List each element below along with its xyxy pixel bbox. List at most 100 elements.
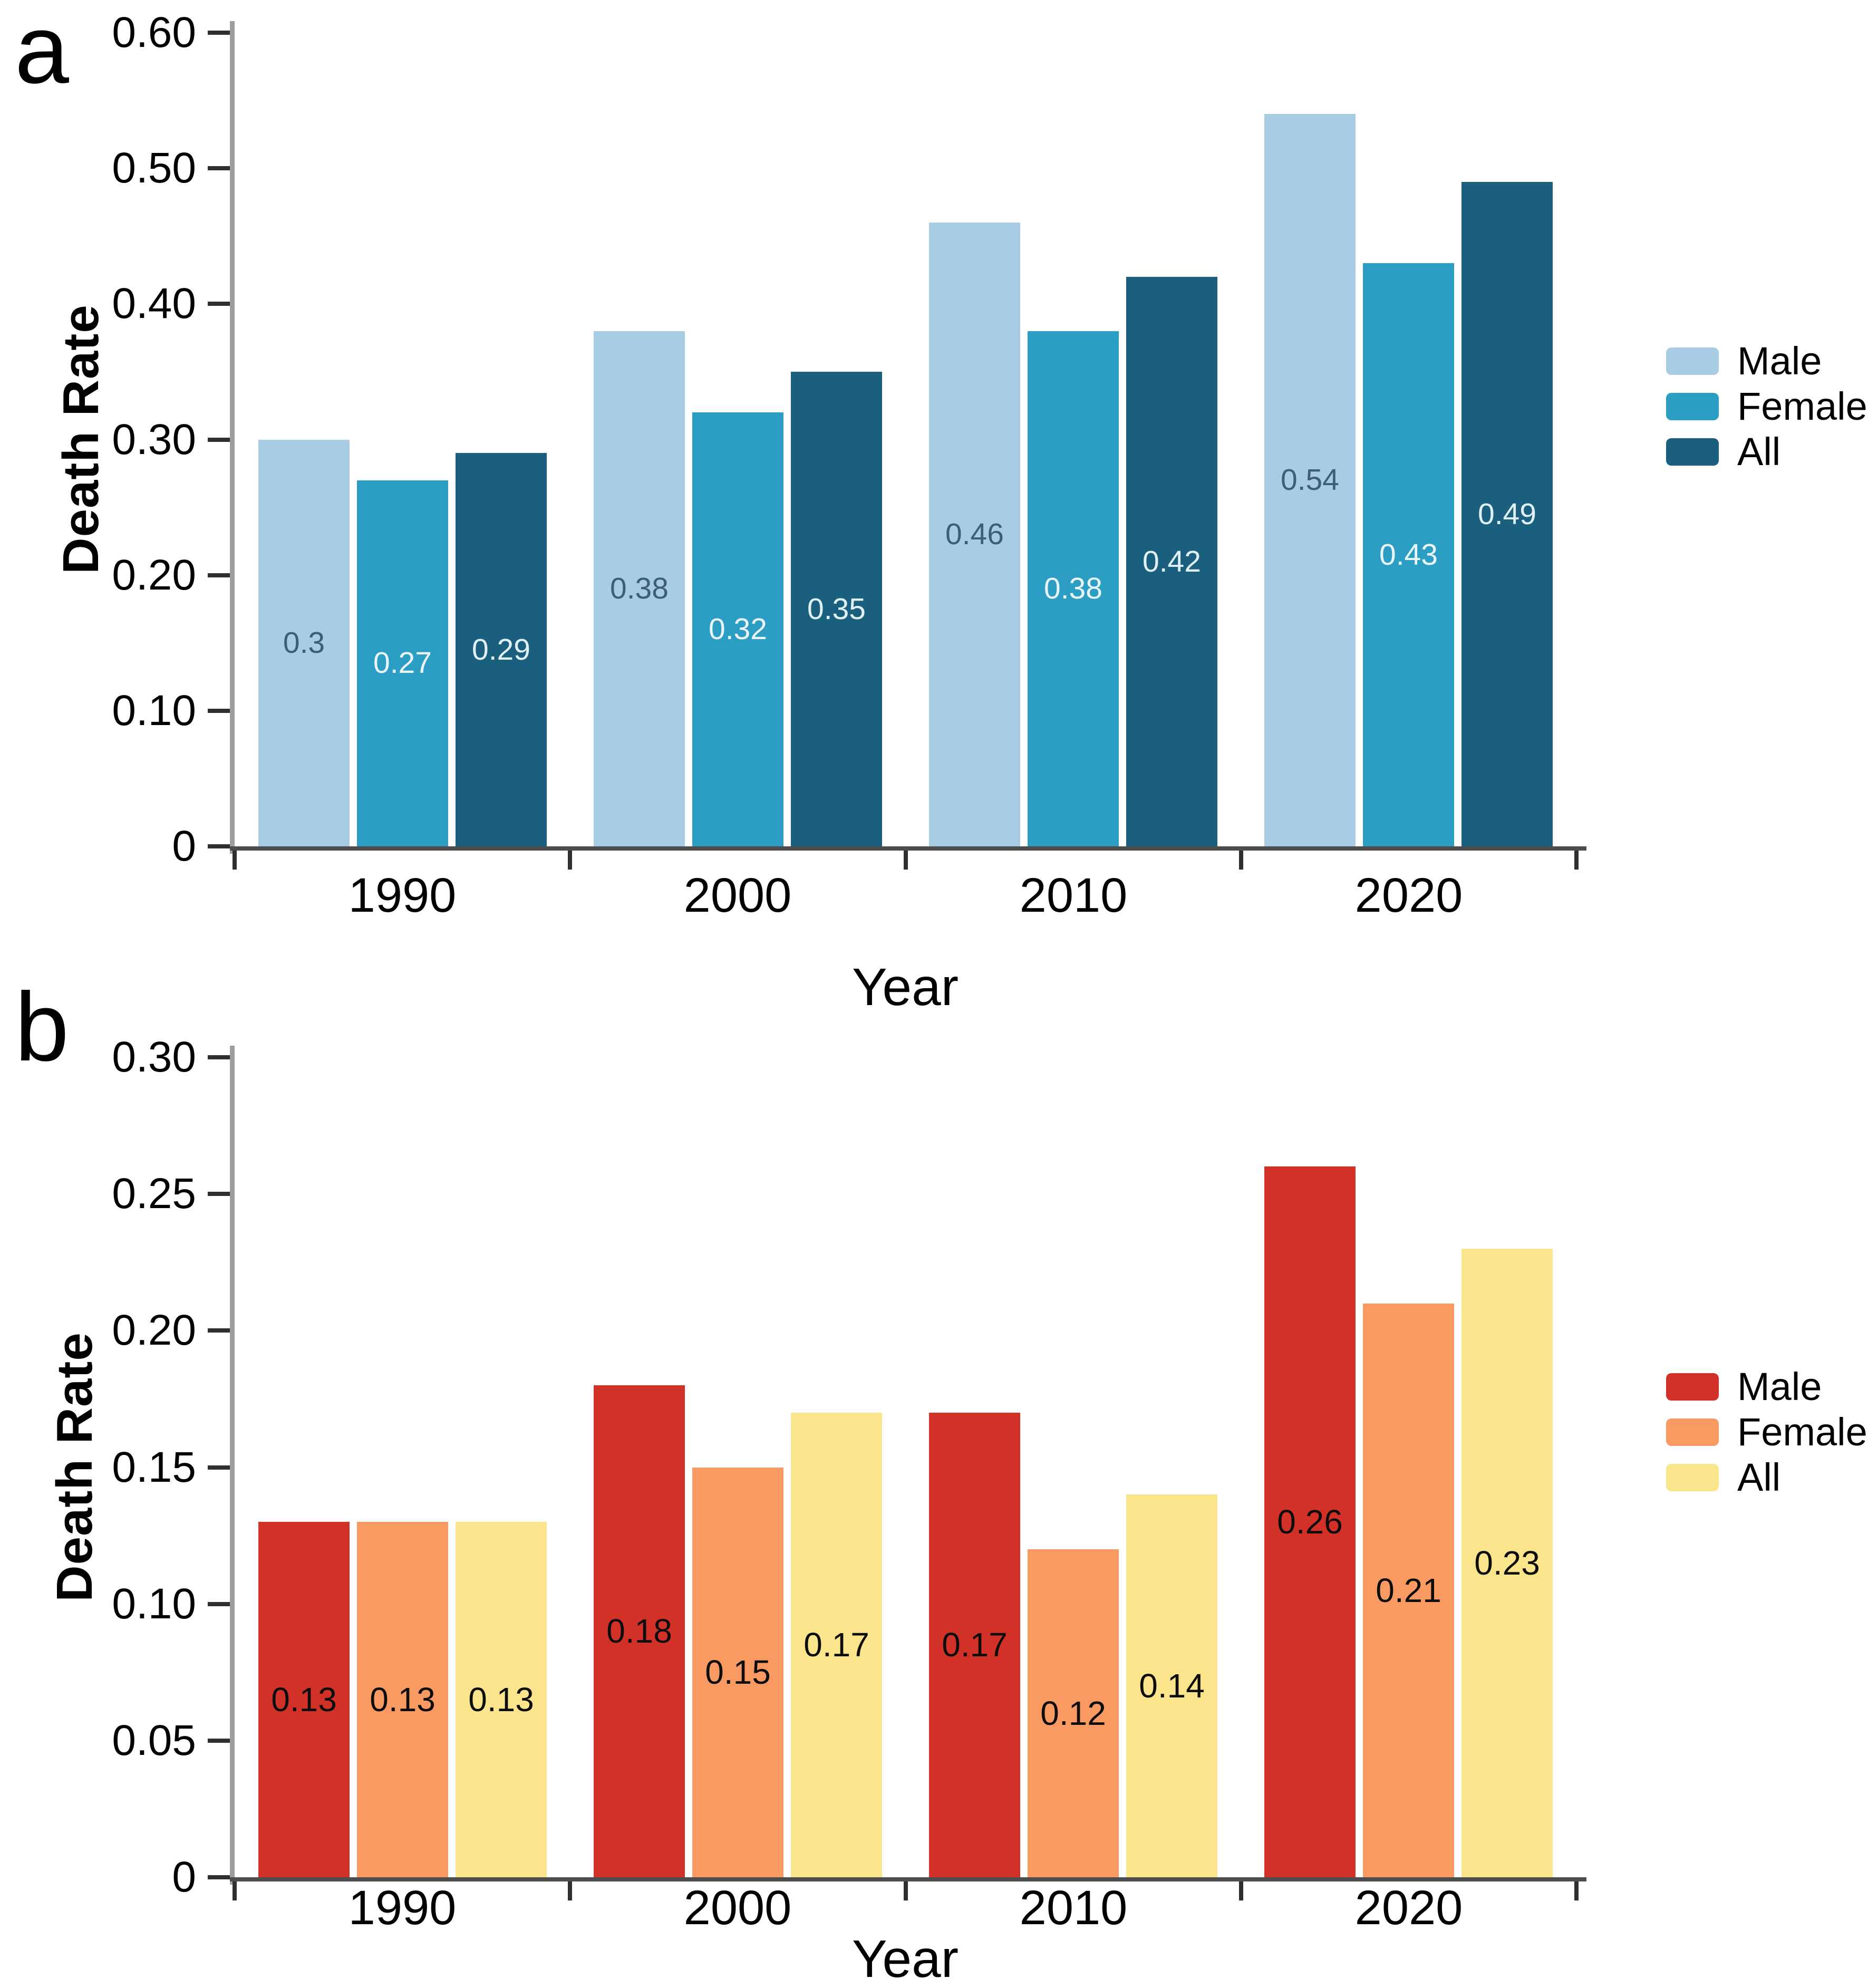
y-tick	[208, 1465, 230, 1470]
legend-swatch-female	[1666, 393, 1719, 420]
legend-swatch-all	[1666, 1464, 1719, 1491]
bar-value-label: 0.17	[942, 1626, 1008, 1664]
x-tick	[233, 851, 237, 870]
x-axis-a	[230, 846, 1586, 851]
bar-a-2000-all	[791, 372, 882, 848]
y-tick	[208, 844, 230, 848]
bar-b-2020-male	[1264, 1166, 1356, 1879]
legend-label-male: Male	[1737, 339, 1822, 383]
legend-label-all: All	[1737, 1455, 1781, 1499]
bar-value-label: 0.29	[472, 633, 530, 667]
y-tick-label: 0	[172, 822, 196, 870]
legend-label-female: Female	[1737, 384, 1867, 428]
bar-b-2020-female	[1363, 1304, 1454, 1880]
x-axis-title-b: Year	[851, 1929, 959, 1988]
legend-label-all: All	[1737, 430, 1781, 474]
bar-value-label: 0.54	[1281, 463, 1339, 497]
bar-value-label: 0.14	[1139, 1667, 1205, 1705]
y-tick-label: 0.20	[112, 1306, 196, 1354]
x-tick	[233, 1881, 237, 1900]
x-tick-label-1990: 1990	[348, 1881, 457, 1935]
bar-b-1990-female	[357, 1522, 448, 1879]
bar-value-label: 0.38	[1044, 572, 1102, 605]
bar-value-label: 0.32	[709, 612, 767, 646]
bar-a-2010-all	[1126, 277, 1217, 848]
y-tick-label: 0.15	[112, 1443, 196, 1491]
bar-value-label: 0.17	[804, 1626, 869, 1664]
x-tick-label-2020: 2020	[1354, 1881, 1463, 1935]
x-tick-label-2020: 2020	[1354, 868, 1463, 922]
y-tick-label: 0.10	[112, 1580, 196, 1628]
bar-b-2010-all	[1126, 1494, 1217, 1879]
x-tick-label-2010: 2010	[1019, 1881, 1128, 1935]
bar-value-label: 0.13	[468, 1681, 534, 1719]
bar-a-2020-male	[1264, 114, 1356, 848]
y-tick-label: 0.10	[112, 687, 196, 735]
bar-b-2000-female	[692, 1468, 783, 1880]
bar-value-label: 0.13	[271, 1681, 337, 1719]
bar-value-label: 0.26	[1277, 1503, 1343, 1541]
y-tick	[208, 1875, 230, 1879]
y-tick-label: 0.40	[112, 279, 196, 327]
y-tick	[208, 438, 230, 442]
bar-value-label: 0.42	[1143, 545, 1201, 578]
x-tick	[568, 1881, 572, 1900]
bar-a-1990-female	[357, 480, 448, 848]
y-tick-label: 0.50	[112, 144, 196, 192]
bar-value-label: 0.12	[1040, 1694, 1106, 1732]
y-tick	[208, 1602, 230, 1606]
bar-b-1990-all	[456, 1522, 547, 1879]
bar-b-2000-all	[791, 1413, 882, 1879]
bar-a-2020-female	[1363, 263, 1454, 848]
bar-a-1990-male	[258, 440, 350, 849]
y-tick	[208, 302, 230, 306]
y-tick-label: 0.30	[112, 1033, 196, 1081]
panel-b-label: b	[15, 973, 69, 1082]
bar-a-2010-male	[929, 223, 1020, 848]
bar-b-2000-male	[594, 1385, 685, 1879]
bar-b-1990-male	[258, 1522, 350, 1879]
y-tick-label: 0.25	[112, 1170, 196, 1218]
bar-a-2000-female	[692, 412, 783, 848]
bar-value-label: 0.27	[373, 646, 432, 680]
y-tick	[208, 1055, 230, 1059]
bar-value-label: 0.43	[1379, 538, 1438, 572]
panel-a-label: a	[15, 0, 69, 104]
bar-value-label: 0.15	[705, 1653, 771, 1691]
y-tick	[208, 709, 230, 713]
x-tick-label-2000: 2000	[683, 868, 792, 922]
bar-b-2010-female	[1028, 1549, 1119, 1879]
y-tick-label: 0.60	[112, 8, 196, 56]
x-tick	[1239, 851, 1243, 870]
y-tick-label: 0.05	[112, 1716, 196, 1764]
legend-swatch-male	[1666, 348, 1719, 375]
x-tick-label-2010: 2010	[1019, 868, 1128, 922]
bar-a-2000-male	[594, 331, 685, 848]
bar-a-2020-all	[1462, 182, 1553, 848]
legend-label-male: Male	[1737, 1365, 1822, 1408]
y-tick-label: 0.20	[112, 551, 196, 599]
x-tick	[904, 851, 908, 870]
bar-value-label: 0.46	[945, 517, 1004, 551]
y-tick	[208, 573, 230, 577]
y-axis-b	[230, 1046, 235, 1885]
x-tick-label-2000: 2000	[683, 1881, 792, 1935]
bar-value-label: 0.18	[606, 1612, 672, 1650]
bar-value-label: 0.38	[610, 572, 669, 605]
x-axis-title-a: Year	[851, 958, 959, 1017]
y-tick-label: 0.30	[112, 416, 196, 464]
x-tick	[1239, 1881, 1243, 1900]
x-tick	[1574, 851, 1579, 870]
bar-value-label: 0.35	[807, 592, 866, 626]
legend-swatch-male	[1666, 1373, 1719, 1401]
x-axis-b	[230, 1877, 1586, 1881]
bar-value-label: 0.49	[1478, 497, 1536, 531]
x-tick	[568, 851, 572, 870]
bar-value-label: 0.13	[370, 1681, 435, 1719]
bar-value-label: 0.3	[283, 626, 325, 660]
bar-a-1990-all	[456, 453, 547, 848]
bar-b-2020-all	[1462, 1249, 1553, 1879]
bar-b-2010-male	[929, 1413, 1020, 1879]
y-tick-label: 0	[172, 1853, 196, 1901]
